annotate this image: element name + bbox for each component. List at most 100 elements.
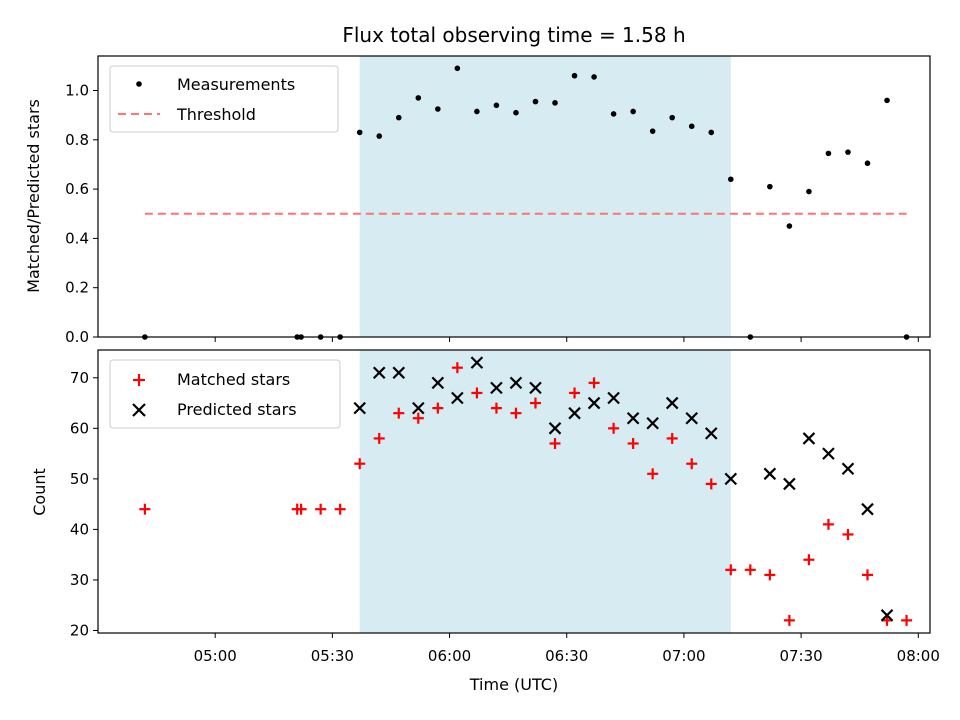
measurement-point [649, 128, 656, 134]
predicted-star-point-b [646, 416, 659, 430]
measurement-point [454, 65, 461, 72]
matched-star-point [432, 402, 444, 414]
panel-flux-ratio: 0.0 0.2 0.4 0.6 0.8 1.0 Flux total observing … [24, 23, 931, 346]
measurement-point [884, 97, 890, 104]
measurement-point [356, 129, 363, 136]
matched-star-point [549, 437, 561, 449]
matched-star-point [744, 564, 756, 576]
y-tick-label: 0.0 [65, 328, 89, 346]
matched-star-point [803, 554, 815, 566]
predicted-star-point-b [822, 447, 835, 460]
x-tick-label: 06:30 [545, 647, 588, 665]
measurement-point [435, 106, 441, 112]
predicted-star-point-b [353, 401, 366, 415]
measurement-point [591, 74, 597, 80]
matched-star-point [862, 569, 874, 581]
predicted-star-point-b [607, 391, 620, 405]
measurement-point [708, 129, 715, 136]
predicted-star-point-b [783, 477, 796, 491]
predicted-star-point [568, 406, 581, 420]
predicted-star-point [451, 391, 464, 405]
predicted-star-point-b [802, 432, 816, 445]
measurement-point [864, 160, 871, 167]
y-tick-label: 40 [70, 520, 89, 538]
measurement-point [727, 176, 734, 183]
predicted-star-point [529, 381, 542, 395]
y-axis-ticks-panel-1: 0.0 0.2 0.4 0.6 0.8 1.0 [65, 82, 98, 346]
predicted-star-point [392, 366, 406, 380]
predicted-star-point-b [548, 422, 562, 435]
x-tick-label: 07:00 [662, 647, 705, 665]
matched-star-point [295, 503, 307, 515]
legend-label-matched: Matched stars [177, 370, 290, 389]
x-tick-label: 05:30 [311, 647, 354, 665]
y-axis-title-panel-2: Count [30, 468, 49, 516]
x-tick-label: 07:30 [779, 647, 822, 665]
predicted-star-point [841, 462, 855, 476]
matched-star-point [822, 518, 834, 530]
predicted-star-point [372, 366, 386, 380]
predicted-star-point [470, 356, 484, 369]
predicted-star-point [626, 411, 640, 425]
matched-star-point [588, 377, 600, 389]
predicted-star-point [704, 427, 718, 440]
predicted-star-point [412, 401, 425, 415]
predicted-star-point-b [763, 467, 777, 481]
matched-star-point [451, 362, 463, 374]
predicted-star-point [822, 447, 835, 460]
measurement-point [688, 123, 695, 130]
predicted-star-point-b [392, 366, 406, 380]
predicted-star-point-b [626, 411, 640, 425]
predicted-star-point [431, 376, 445, 390]
matched-star-point [666, 432, 678, 444]
measurement-point [786, 223, 793, 229]
y-axis-title-panel-1: Matched/Predicted stars [24, 99, 43, 293]
observing-window-shade [359, 350, 731, 633]
predicted-star-point [646, 416, 659, 430]
legend-label-threshold: Threshold [176, 105, 256, 124]
predicted-star-point [665, 396, 679, 410]
chart-title: Flux total observing time = 1.58 h [342, 23, 685, 47]
measurement-point [493, 102, 500, 109]
panel-star-counts: 20 30 40 50 60 70 05:00 05:30 06:00 06:30 07:00 07… [30, 349, 940, 694]
predicted-star-point [490, 381, 503, 395]
measurement-point [415, 95, 422, 101]
predicted-star-point-b [704, 427, 718, 440]
panel-1-frame [97, 55, 931, 338]
matched-star-point [510, 407, 522, 419]
legend-panel-2: Matched stars Predicted stars [109, 359, 341, 429]
matched-star-point [627, 437, 639, 449]
predicted-star-point [548, 422, 562, 435]
predicted-star-point-b [587, 396, 601, 410]
y-tick-label: 30 [70, 571, 89, 589]
predicted-star-point-b [490, 381, 503, 395]
measurement-point [630, 108, 636, 115]
matched-star-point [490, 402, 502, 414]
predicted-star-point-b [724, 472, 738, 486]
predicted-star-point-b [841, 462, 855, 476]
predicted-star-point-b [665, 396, 679, 410]
predicted-star-point-b [880, 609, 894, 622]
predicted-star-point [509, 376, 523, 390]
matched-star-point [393, 407, 405, 419]
y-tick-label: 1.0 [65, 82, 89, 100]
y-tick-label: 0.8 [65, 131, 89, 149]
predicted-star-point [861, 502, 874, 516]
matched-star-point [354, 458, 366, 470]
x-tick-label: 05:00 [194, 647, 237, 665]
y-tick-label: 50 [70, 470, 89, 488]
matched-star-point [608, 422, 620, 434]
legend-marker-matched [133, 374, 145, 386]
predicted-star-point-b [372, 366, 386, 380]
predicted-star-point-b [861, 502, 874, 516]
y-tick-label: 60 [70, 419, 89, 437]
measurement-point [825, 150, 832, 157]
measurement-point [395, 114, 402, 121]
matched-star-point [901, 614, 913, 626]
measurement-point [376, 133, 383, 139]
panel-2-frame [97, 349, 931, 634]
matched-star-point [471, 387, 483, 399]
measurement-point [610, 111, 617, 117]
legend-marker-predicted [132, 403, 146, 417]
measurement-point [532, 98, 539, 105]
